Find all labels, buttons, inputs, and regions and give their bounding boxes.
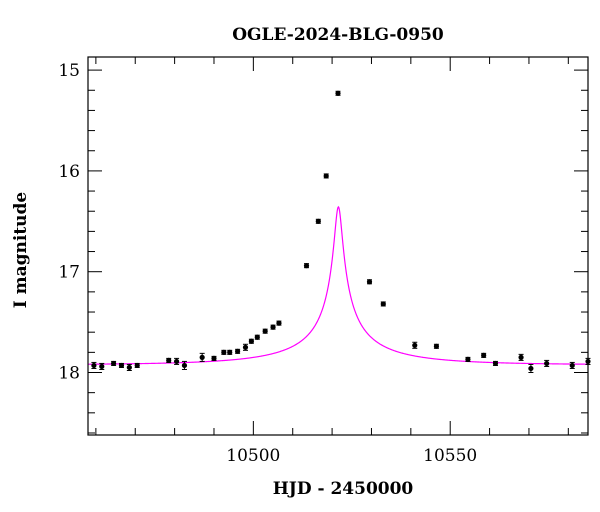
data-point (110, 360, 117, 367)
data-point-marker (248, 338, 254, 344)
data-point-marker (211, 355, 217, 361)
data-point (518, 353, 524, 361)
data-point (166, 357, 172, 364)
data-point-marker (366, 279, 373, 285)
chart-title: OGLE-2024-BLG-0950 (232, 25, 444, 45)
data-point-marker (134, 362, 140, 369)
data-point (221, 349, 227, 355)
data-point (91, 361, 97, 369)
data-point (227, 349, 233, 355)
axis-ticks (88, 57, 588, 435)
data-point (262, 328, 268, 334)
plot-frame (87, 56, 589, 436)
data-point (235, 348, 241, 354)
data-point-marker (528, 365, 534, 372)
y-tick-label: 16 (58, 162, 80, 182)
data-point (481, 352, 487, 358)
data-point-marker (227, 349, 233, 355)
data-point (181, 360, 188, 370)
data-point-marker (465, 356, 471, 362)
data-point (315, 218, 321, 224)
model-curve (88, 205, 588, 365)
y-tick-label: 17 (58, 263, 80, 283)
data-points-group (91, 90, 591, 374)
data-point (118, 362, 125, 369)
data-point (544, 359, 550, 367)
data-point-marker (235, 348, 241, 354)
data-point-marker (118, 362, 125, 369)
data-point (465, 356, 471, 362)
data-point-marker (262, 328, 268, 334)
data-point-marker (433, 343, 440, 349)
data-point-marker (315, 218, 321, 224)
data-point (303, 263, 310, 269)
data-point-marker (199, 354, 205, 360)
data-point-marker (99, 363, 105, 370)
data-point-marker (270, 324, 276, 330)
y-axis-label: I magnitude (11, 192, 31, 309)
data-point-marker (166, 357, 172, 364)
data-point-marker (412, 342, 418, 348)
data-point-marker (569, 362, 575, 369)
y-tick-label: 18 (58, 364, 80, 384)
data-point (126, 363, 132, 371)
data-point-marker (242, 344, 249, 350)
data-point (211, 355, 217, 361)
data-point-marker (254, 334, 260, 340)
data-point-marker (335, 90, 341, 96)
data-point-marker (91, 362, 97, 369)
model-curve-group (88, 205, 588, 365)
data-point-marker (303, 263, 310, 269)
data-point-marker (110, 360, 117, 367)
data-point (380, 301, 386, 307)
data-point-marker (181, 362, 188, 369)
data-point (242, 343, 249, 351)
data-point-marker (481, 352, 487, 358)
data-point (99, 362, 105, 370)
data-point (335, 90, 341, 96)
data-point (366, 279, 373, 285)
data-point-marker (492, 360, 499, 367)
data-point (412, 341, 418, 349)
data-point (492, 360, 499, 367)
x-axis-label: HJD - 2450000 (273, 479, 414, 499)
data-point (433, 343, 440, 349)
data-point-marker (323, 173, 329, 179)
data-point-marker (518, 354, 524, 360)
data-point-marker (380, 301, 386, 307)
y-tick-label: 15 (58, 61, 80, 81)
x-tick-label: 10500 (226, 446, 280, 466)
data-point (248, 338, 254, 344)
data-point (199, 352, 205, 362)
data-point (134, 362, 140, 369)
data-point (173, 357, 180, 365)
data-point-marker (221, 349, 227, 355)
data-point-marker (173, 358, 180, 365)
data-point (254, 334, 260, 340)
data-point (270, 324, 276, 330)
data-point-marker (544, 360, 550, 367)
data-point (569, 361, 575, 369)
data-point (323, 173, 329, 179)
x-tick-label: 10550 (423, 446, 477, 466)
data-point-marker (276, 320, 282, 326)
data-point-marker (126, 364, 132, 371)
axis-tick-labels: 10500 10550 15 16 17 18 (58, 61, 477, 466)
data-point (276, 320, 282, 326)
data-point (528, 363, 534, 374)
